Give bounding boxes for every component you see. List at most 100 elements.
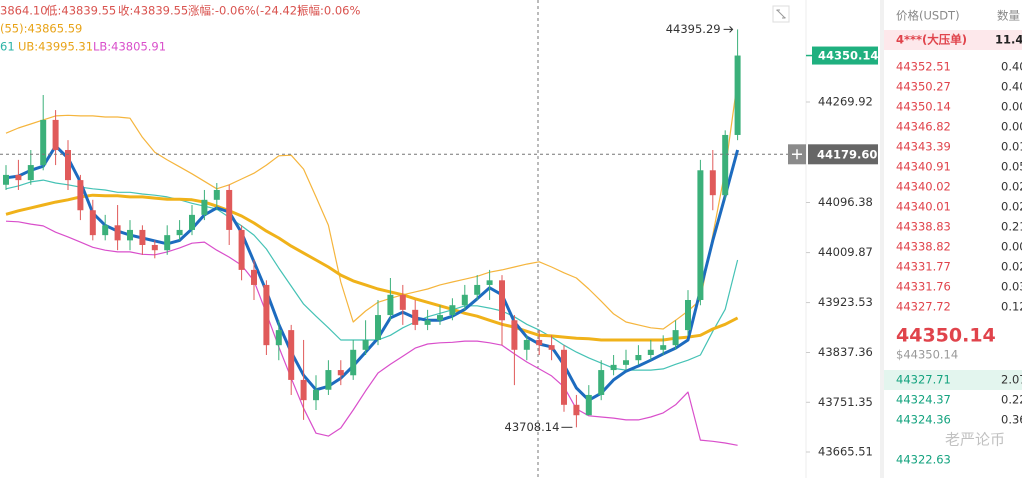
info-text: UB:43995.31 xyxy=(18,40,93,54)
candle-body xyxy=(362,339,369,350)
candle-body xyxy=(114,225,121,241)
candle-body xyxy=(176,229,183,236)
y-tick-label: 44009.87 xyxy=(818,245,873,259)
y-tick-label: 44269.92 xyxy=(818,94,873,108)
candle-body xyxy=(548,345,555,350)
candle-body xyxy=(89,210,96,236)
big-order-qty: 11.46 xyxy=(995,33,1022,47)
candle-body xyxy=(325,370,332,390)
candle-body xyxy=(709,170,716,196)
candle-body xyxy=(623,360,629,365)
bid-qty: 0.22 xyxy=(1001,393,1022,407)
candle-body xyxy=(226,189,233,230)
candle-body xyxy=(15,174,22,181)
expand-icon-glyph[interactable] xyxy=(776,9,786,19)
info-text: 振幅:0.06% xyxy=(297,4,360,18)
order-book-panel xyxy=(880,0,1022,478)
big-order-row xyxy=(884,30,1022,50)
candle-body xyxy=(672,330,679,346)
candle-body xyxy=(660,345,667,350)
watermark: 老严论币 xyxy=(945,431,1005,449)
info-text: LB:43805.91 xyxy=(93,40,166,54)
candle-body xyxy=(412,309,419,325)
candle-body xyxy=(437,315,443,321)
candle-body xyxy=(635,355,642,361)
candle-body xyxy=(238,229,245,270)
candle-body xyxy=(40,119,47,166)
candle-body xyxy=(3,174,9,185)
indicator-line xyxy=(5,79,739,330)
expand-icon[interactable] xyxy=(772,5,790,23)
info-background xyxy=(0,0,370,56)
candle-body xyxy=(461,294,468,306)
expand-icon-box[interactable] xyxy=(772,5,790,23)
candle-body xyxy=(610,364,617,371)
candle-body xyxy=(313,389,319,401)
candle-body xyxy=(697,170,704,300)
last-price-box xyxy=(812,46,878,65)
candle-body xyxy=(647,349,654,356)
candle-body xyxy=(263,284,270,346)
candle-body xyxy=(52,119,59,151)
candle-body xyxy=(375,315,381,340)
indicator-line xyxy=(5,193,739,342)
bid-qty: 0.36 xyxy=(1001,413,1022,427)
candle-body xyxy=(424,320,431,325)
y-tick-label: 43751.35 xyxy=(818,395,873,409)
panel-divider xyxy=(880,0,884,478)
candle-body xyxy=(399,294,406,310)
crosshair-price-box xyxy=(808,144,878,165)
candle-body xyxy=(337,370,344,376)
candle-body xyxy=(127,229,133,241)
bid-price: 44322.63 xyxy=(896,453,951,467)
candle-body xyxy=(486,280,493,285)
ask-qty: 0.40 xyxy=(1001,80,1022,94)
ask-qty: 0.02 xyxy=(1001,200,1022,214)
info-text: 低:43839.55 xyxy=(46,4,116,18)
high-annotation: 44395.29 xyxy=(666,22,721,36)
candle-body xyxy=(77,180,84,211)
order-book: 价格(USDT) 数量 4***(大压单) 11.46 44352.51 0.40 4435… xyxy=(884,9,1022,467)
plot: 44269.92 44096.38 44009.87 43923.53 43837.36… xyxy=(0,0,879,459)
bid-qty: 2.07 xyxy=(1001,373,1022,387)
ask-price: 44350.27 xyxy=(896,80,951,94)
last-price-label: 44350.14 xyxy=(818,49,878,63)
ask-qty: 0.03 xyxy=(1001,280,1022,294)
ask-price: 44340.02 xyxy=(896,180,951,194)
candle-body xyxy=(251,269,257,285)
candle-body xyxy=(685,299,691,331)
candle-body xyxy=(300,379,307,401)
candle-body xyxy=(449,305,456,316)
ask-price: 44340.91 xyxy=(896,160,951,174)
big-order-price: 4***(大压单) xyxy=(896,33,967,47)
candle-body xyxy=(387,294,394,316)
ask-price: 44352.51 xyxy=(896,60,951,74)
ask-price: 44331.76 xyxy=(896,280,951,294)
ask-price: 44343.39 xyxy=(896,140,951,154)
bid-price: 44324.37 xyxy=(896,393,951,407)
info-text: (55):43865.59 xyxy=(0,22,82,36)
ask-qty: 0.02 xyxy=(1001,260,1022,274)
ask-qty: 0.00 xyxy=(1001,100,1022,114)
mid-price-usd: $44350.14 xyxy=(896,348,958,362)
candle-body xyxy=(511,320,518,350)
candle-body xyxy=(598,370,605,395)
ask-price: 44331.77 xyxy=(896,260,951,274)
bid-price: 44324.36 xyxy=(896,413,951,427)
ask-qty: 0.12 xyxy=(1001,300,1022,314)
ask-qty: 0.40 xyxy=(1001,60,1022,74)
ask-qty: 0.00 xyxy=(1001,240,1022,254)
candle-body xyxy=(561,349,567,405)
crosshair-plus xyxy=(792,149,802,160)
crosshair-price-label: 44179.60 xyxy=(817,147,877,161)
candle-body xyxy=(288,330,295,380)
book-header: 价格(USDT) xyxy=(896,9,960,23)
bid-highlight xyxy=(884,370,1022,390)
candle-body xyxy=(734,55,741,135)
ask-price: 44346.82 xyxy=(896,120,951,134)
candle-body xyxy=(139,229,146,245)
ask-price: 44340.01 xyxy=(896,200,951,214)
y-tick-label: 43665.51 xyxy=(818,444,873,458)
